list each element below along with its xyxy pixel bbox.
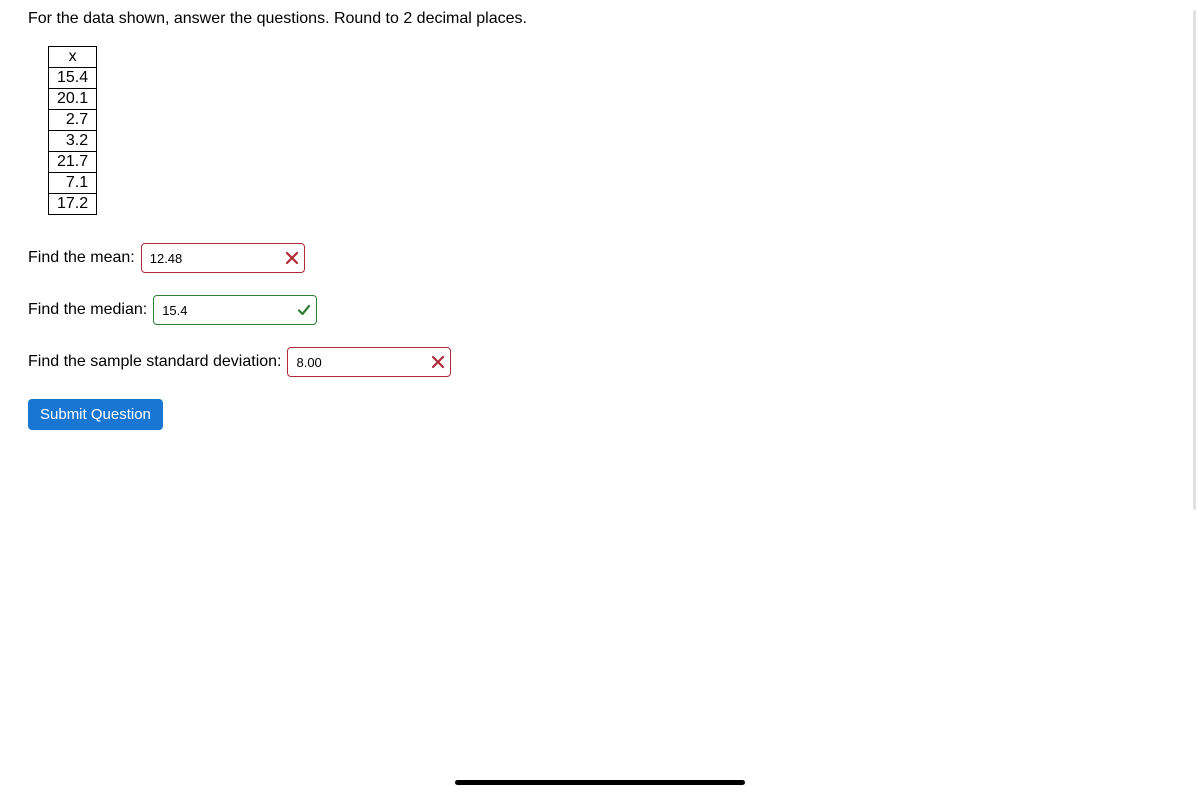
table-header: x: [49, 47, 97, 68]
submit-button[interactable]: Submit Question: [28, 399, 163, 430]
table-cell: 17.2: [49, 194, 97, 215]
scrollbar[interactable]: [1193, 10, 1196, 510]
data-table: x 15.420.12.73.221.77.117.2: [48, 46, 97, 215]
mean-input[interactable]: [141, 243, 305, 273]
question-stddev: Find the sample standard deviation:: [28, 347, 1172, 377]
table-cell: 15.4: [49, 68, 97, 89]
bottom-handle: [455, 780, 745, 785]
instruction-text: For the data shown, answer the questions…: [28, 10, 1172, 28]
mean-label: Find the mean:: [28, 249, 135, 267]
table-cell: 3.2: [49, 131, 97, 152]
stddev-label: Find the sample standard deviation:: [28, 353, 281, 371]
question-mean: Find the mean:: [28, 243, 1172, 273]
question-median: Find the median:: [28, 295, 1172, 325]
table-cell: 7.1: [49, 173, 97, 194]
stddev-input[interactable]: [287, 347, 451, 377]
table-cell: 20.1: [49, 89, 97, 110]
table-cell: 21.7: [49, 152, 97, 173]
table-cell: 2.7: [49, 110, 97, 131]
median-label: Find the median:: [28, 301, 147, 319]
median-input[interactable]: [153, 295, 317, 325]
